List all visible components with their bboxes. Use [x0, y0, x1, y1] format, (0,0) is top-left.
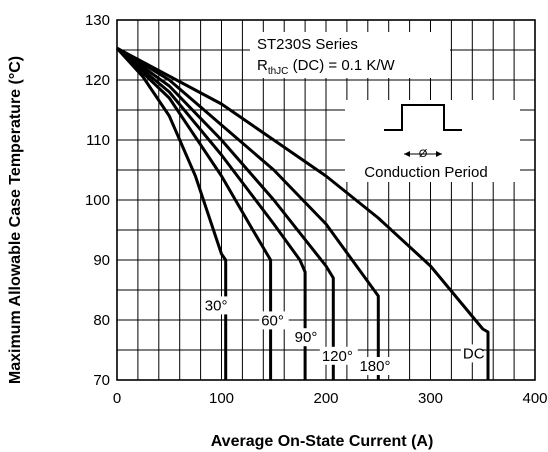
y-tick-label: 130 — [85, 12, 110, 29]
curve-label-bg — [292, 328, 323, 347]
rth-sub: thJC — [268, 66, 289, 77]
curve-label-bg — [357, 357, 396, 375]
y-tick-label: 100 — [85, 192, 110, 209]
series-line — [116, 46, 335, 380]
rth-rest: (DC) = 0.1 K/W — [288, 57, 395, 74]
curve-label: 180° — [359, 358, 390, 375]
y-tick-label: 110 — [86, 132, 110, 149]
curve-label-bg — [202, 296, 233, 315]
x-tick-label: 100 — [209, 390, 234, 407]
x-tick-label: 300 — [418, 390, 443, 407]
series-line — [116, 46, 490, 380]
curve-label-bg — [259, 311, 289, 330]
y-tick-label: 120 — [85, 72, 110, 89]
curve-label-bg — [460, 344, 482, 363]
curve-label: 120° — [322, 348, 353, 365]
curve-labels: 30° 60° 90°120° 180° DC — [202, 296, 485, 375]
curves — [115, 46, 490, 380]
phase-symbol: Ø — [419, 148, 428, 160]
curve-label: 90° — [295, 329, 318, 346]
tick-labels: 0 100 200 300 400 70 80 90 100 110 120 130 — [85, 12, 548, 407]
y-tick-label: 80 — [93, 312, 110, 329]
curve-label: DC — [463, 345, 485, 362]
x-tick-label: 400 — [522, 390, 547, 407]
curve-label: 60° — [261, 312, 284, 329]
curve-label: 30° — [205, 297, 228, 314]
series-line — [115, 47, 228, 380]
x-tick-label: 200 — [313, 390, 338, 407]
x-axis-title: Average On-State Current (A) — [211, 433, 434, 450]
y-tick-label: 90 — [93, 252, 110, 269]
series-line — [116, 47, 307, 380]
y-tick-label: 70 — [93, 372, 110, 389]
series-line — [115, 47, 273, 380]
rth-main: R — [257, 57, 268, 74]
curve-label-bg — [319, 346, 358, 365]
conduction-period-label: Conduction Period — [364, 164, 487, 181]
plot-frame — [116, 19, 536, 381]
conduction-period-inset: Ø Conduction Period — [345, 100, 520, 182]
x-tick-label: 0 — [113, 390, 121, 407]
rth-label: RthJC (DC) = 0.1 K/W — [257, 57, 396, 77]
pulse-waveform — [384, 104, 462, 131]
series-line — [116, 46, 380, 380]
series-title: ST230S Series — [257, 36, 358, 53]
legend-box: ST230S Series RthJC (DC) = 0.1 K/W — [250, 32, 450, 78]
y-axis-title: Maximum Allowable Case Temperature (°C) — [7, 56, 24, 384]
